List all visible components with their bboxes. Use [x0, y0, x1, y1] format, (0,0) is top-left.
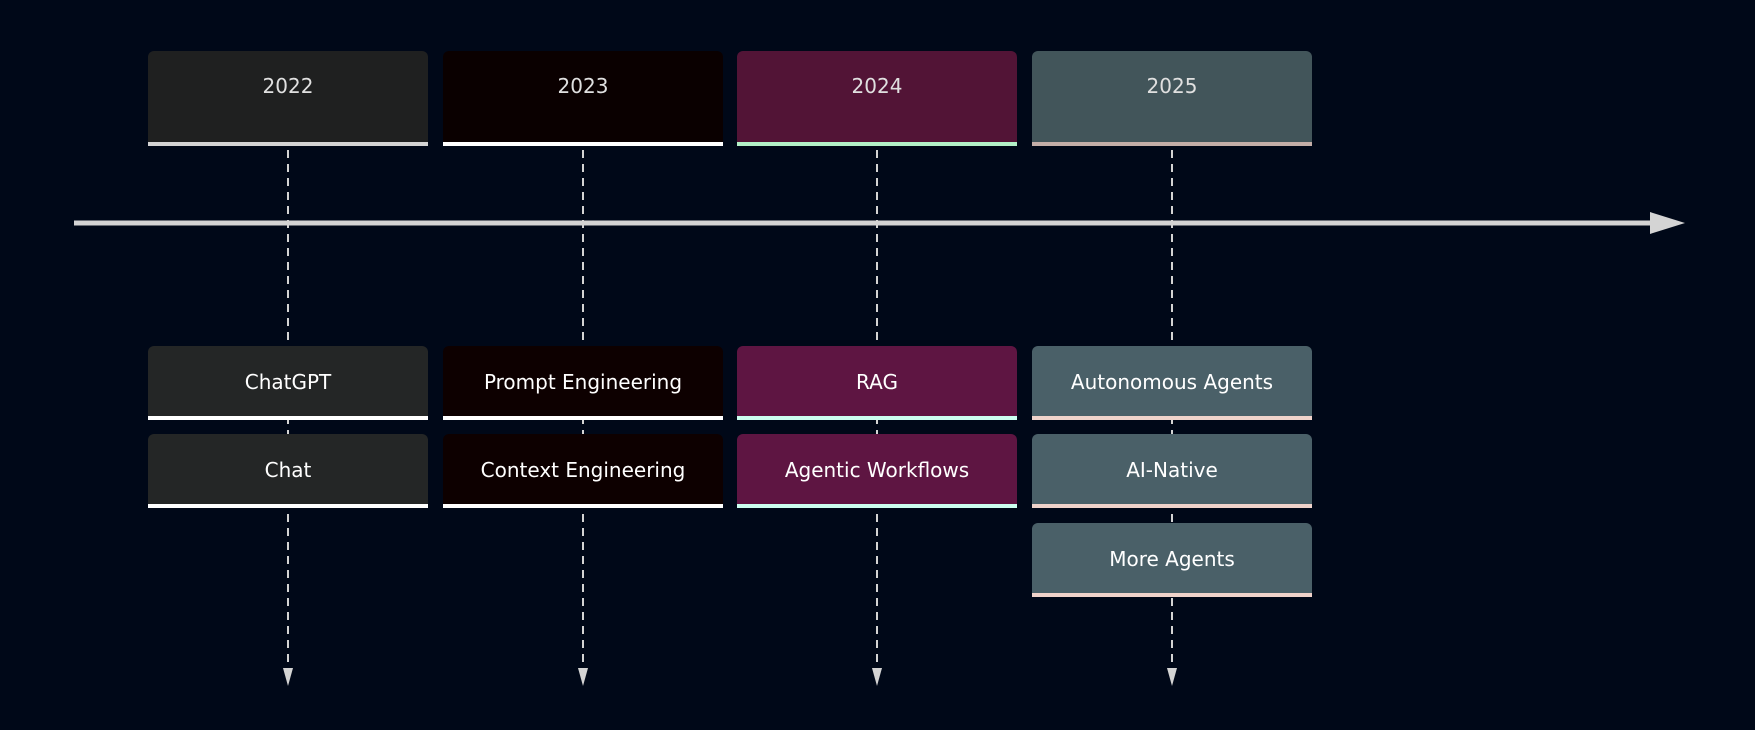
event-item: Prompt Engineering — [443, 346, 723, 420]
event-item: RAG — [737, 346, 1017, 420]
period-2023: 2023 — [443, 51, 723, 146]
period-2022: 2022 — [148, 51, 428, 146]
period-arrow-icon — [578, 668, 588, 686]
period-arrow-icon — [283, 668, 293, 686]
period-2024: 2024 — [737, 51, 1017, 146]
period-arrow-icon — [1167, 668, 1177, 686]
event-item: More Agents — [1032, 523, 1312, 597]
event-item: Agentic Workflows — [737, 434, 1017, 508]
event-item: Chat — [148, 434, 428, 508]
period-2025: 2025 — [1032, 51, 1312, 146]
event-item: ChatGPT — [148, 346, 428, 420]
event-item: Context Engineering — [443, 434, 723, 508]
timeline-arrow-icon — [1650, 212, 1685, 234]
event-item: Autonomous Agents — [1032, 346, 1312, 420]
event-item: AI-Native — [1032, 434, 1312, 508]
period-arrow-icon — [872, 668, 882, 686]
